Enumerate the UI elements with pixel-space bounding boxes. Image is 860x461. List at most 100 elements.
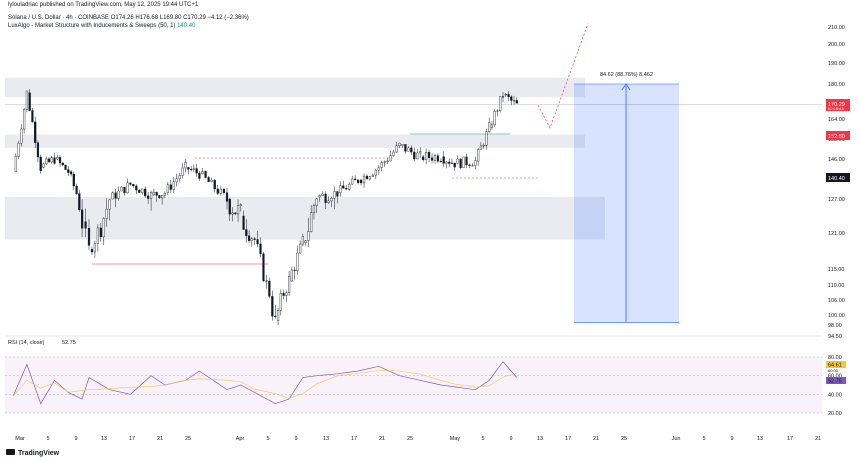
candle-body: [45, 158, 48, 165]
candle-body: [296, 252, 299, 271]
candle-body: [178, 175, 181, 179]
candle-body: [23, 109, 26, 130]
candle-body: [132, 184, 135, 187]
time-axis-tick: 21: [815, 436, 821, 442]
time-axis-tick: 13: [101, 436, 107, 442]
candle-body: [493, 111, 496, 126]
candle-body: [20, 128, 23, 144]
time-axis-tick: May: [450, 436, 461, 442]
candle-body: [453, 162, 456, 168]
candle-body: [198, 172, 201, 179]
candle-body: [120, 186, 123, 192]
candle-body: [152, 191, 155, 195]
candle-body: [515, 100, 518, 104]
price-axis-tick: 164.00: [828, 117, 845, 123]
candle-body: [53, 157, 56, 164]
candle-body: [357, 179, 360, 183]
time-axis-tick: 5: [266, 436, 269, 442]
candle-body: [190, 169, 193, 171]
time-axis-tick: 17: [351, 436, 357, 442]
candle-body: [39, 156, 42, 171]
time-axis-tick: 13: [757, 436, 763, 442]
candle-body: [448, 161, 451, 164]
rsi-value-tag-text: 52.75: [828, 379, 842, 385]
zone-0: [5, 77, 585, 98]
candle-body: [482, 145, 485, 147]
candle-body: [485, 131, 488, 146]
price-axis-tick: 106.00: [828, 298, 845, 304]
candle-body: [474, 160, 477, 166]
candle-body: [256, 239, 259, 245]
zone-1: [5, 134, 585, 148]
candle-body: [433, 155, 437, 161]
time-axis-tick: 5: [702, 436, 705, 442]
price-axis-tick: 121.00: [828, 231, 845, 237]
time-axis-tick: 9: [509, 436, 512, 442]
price-axis-tick: 190.00: [828, 61, 845, 67]
candle-body: [507, 93, 510, 98]
time-axis-tick: 13: [323, 436, 329, 442]
zones-layer: [5, 77, 605, 240]
projection-layer: 84.62 (88.76%) 8,462: [574, 72, 679, 323]
candle-body: [80, 209, 84, 229]
candle-body: [345, 188, 348, 190]
zone-2: [5, 196, 605, 240]
indicator-name: LuxAlgo - Market Structure with Induceme…: [8, 23, 176, 29]
publisher-line: lylouladriac published on TradingView.co…: [8, 2, 199, 8]
candle-body: [368, 176, 372, 180]
candle-body: [253, 238, 256, 240]
price-tag-text: 152.80: [828, 134, 845, 140]
rsi-ma-tag: [826, 361, 846, 368]
candle-body: [312, 205, 316, 213]
candle-body: [216, 188, 219, 194]
time-axis: Mar 5 9 13 17 21 25 Apr 5 9 13 17 21 25 May 5 9 13 17 21 25 J…: [15, 436, 821, 442]
price-axis-tick: 200.00: [828, 42, 845, 48]
candle-body: [333, 191, 336, 199]
candle-body: [47, 158, 51, 163]
candle-body: [395, 145, 398, 153]
candle-body: [419, 151, 422, 154]
tradingview-logo: TradingView: [6, 449, 60, 457]
time-axis-tick: 5: [481, 436, 484, 442]
candle-body: [377, 167, 380, 171]
price-tag-text: 140.40: [828, 176, 845, 182]
price-axis-tick: 100.00: [828, 313, 845, 319]
time-axis-tick: 25: [407, 436, 413, 442]
candle-body: [276, 310, 280, 321]
candle-body: [105, 208, 108, 219]
time-axis-tick: 5: [46, 436, 49, 442]
candle-body: [386, 160, 389, 162]
candle-body: [149, 192, 153, 199]
rsi-upper-band-text: 60.00: [828, 368, 839, 373]
candle-body: [422, 156, 425, 160]
candle-body: [126, 182, 129, 194]
candle-body: [78, 193, 81, 211]
candle-body: [271, 296, 274, 317]
candle-body: [123, 186, 126, 194]
candle-body: [342, 185, 345, 189]
candle-body: [184, 162, 187, 169]
levels-layer: [5, 104, 822, 265]
candle-body: [504, 93, 507, 96]
time-axis-tick: Apr: [236, 436, 245, 442]
forecast-layer: [537, 23, 589, 129]
rsi-axis-tick: 60.00: [828, 374, 842, 380]
candle-body: [90, 249, 94, 253]
candle-body: [362, 175, 366, 184]
candle-body: [318, 195, 321, 198]
candle-body: [488, 122, 491, 132]
rsi-axis-tick: 20.00: [828, 411, 842, 417]
rsi-band: [5, 357, 822, 413]
candle-body: [436, 155, 440, 162]
candle-body: [147, 195, 150, 199]
candle-body: [61, 162, 64, 166]
candle-body: [501, 96, 505, 98]
candle-body: [141, 188, 144, 193]
time-axis-tick: 25: [185, 436, 191, 442]
rsi-line: [12, 361, 518, 405]
candle-body: [144, 188, 147, 197]
candle-body: [14, 156, 17, 172]
price-tag-bg: [826, 131, 850, 140]
